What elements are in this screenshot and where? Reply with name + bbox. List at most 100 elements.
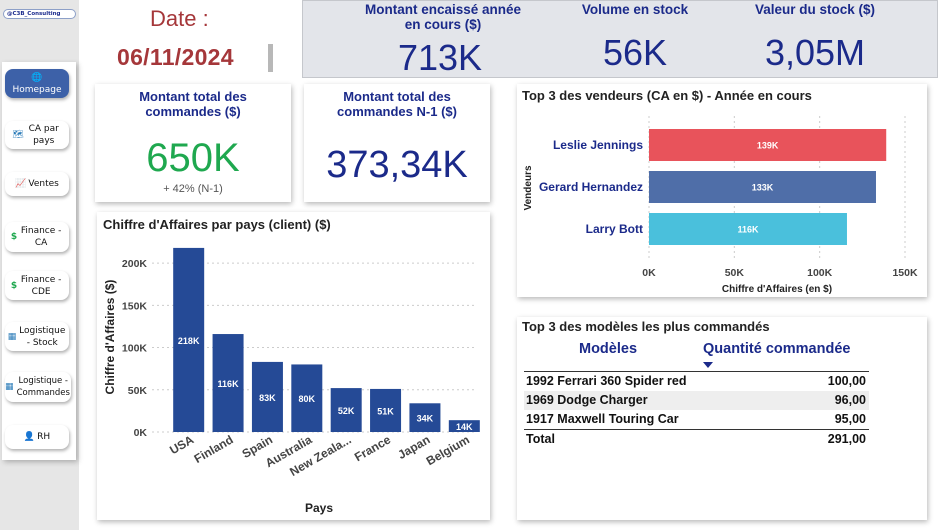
data-label: 80K [299, 394, 316, 404]
x-axis-title: Pays [305, 501, 333, 515]
x-tick-label: 0K [642, 267, 656, 279]
data-label: 116K [737, 225, 759, 235]
y-tick-label: 0K [134, 427, 148, 439]
bar-spain [251, 361, 283, 432]
card-value: 373,34K [326, 144, 468, 186]
data-label: 83K [259, 393, 276, 403]
nav-ca-par-pays-button[interactable]: 🗺 CA par pays [5, 121, 69, 149]
country-bar-chart: 0K50K100K150K200K218KUSA116KFinland83KSp… [103, 247, 480, 515]
data-label: 116K [218, 379, 240, 389]
column-header-modeles[interactable]: Modèles [579, 341, 638, 357]
y-tick-label: Larry Bott [586, 222, 643, 236]
cell-model: 1917 Maxwell Touring Car [526, 412, 679, 426]
card-ca-par-pays: Chiffre d'Affaires par pays (client) ($)… [97, 212, 490, 520]
y-axis-title: Chiffre d'Affaires ($) [103, 280, 117, 395]
card-delta: + 42% (N-1) [163, 183, 223, 195]
bar-belgium [448, 420, 480, 432]
sidebar: @C3B_Consulting 🌐 Homepage 🗺 CA par pays… [0, 0, 79, 530]
table-row[interactable]: 1992 Ferrari 360 Spider red 100,00 [524, 372, 869, 391]
bar-japan [409, 403, 441, 432]
nav-label: Ventes [28, 179, 59, 189]
sort-desc-icon[interactable] [703, 362, 713, 368]
top-kpi-band [302, 0, 938, 78]
cell-quantity: 100,00 [827, 374, 866, 388]
data-label: 52K [338, 406, 355, 416]
nav-label: Homepage [12, 84, 62, 95]
x-tick-label: France [352, 432, 393, 464]
y-tick-label: Gerard Hernandez [539, 180, 643, 194]
chart-up-icon: 📈 [15, 179, 27, 189]
x-axis-title: Chiffre d'Affaires (en $) [722, 284, 832, 295]
kpi-encaisse-value: 713K [397, 37, 483, 78]
nav-logistique-stock-button[interactable]: ▦ Logistique - Stock [5, 322, 69, 351]
nav-logistique-commandes-button[interactable]: ▦ Logistique - Commandes [5, 372, 71, 402]
cell-quantity: 96,00 [834, 393, 866, 407]
column-header-quantite[interactable]: Quantité commandée [703, 341, 851, 357]
data-label: 14K [456, 422, 473, 432]
card-montant-commandes: Montant total des commandes ($) 650K + 4… [95, 84, 291, 202]
table-total-divider [524, 429, 869, 430]
nav-rh-button[interactable]: 👤 RH [5, 425, 69, 449]
table-icon: ▦ [5, 382, 14, 392]
card-title: Montant total des commandes N-1 ($) [337, 89, 457, 119]
y-axis-title: Vendeurs [523, 165, 534, 210]
nav-finance-ca-button[interactable]: $ Finance - CA [5, 222, 69, 252]
bar-australia [291, 364, 323, 432]
table-title: Top 3 des modèles les plus commandés [522, 319, 770, 334]
card-montant-commandes-n1: Montant total des commandes N-1 ($) 373,… [304, 84, 490, 202]
card-top-vendeurs: Top 3 des vendeurs (CA en $) - Année en … [517, 84, 927, 297]
vendor-bar-chart: 0K 50K 100K 150K 139K Leslie Jennings 133K Gera… [523, 116, 918, 295]
data-label: 139K [757, 141, 779, 151]
x-tick-label: 50K [725, 267, 745, 279]
bar-leslie-jennings [649, 129, 887, 161]
bar-gerard-hernandez [649, 171, 876, 203]
nav-label: Finance - CA [20, 226, 62, 248]
cell-model: 1992 Ferrari 360 Spider red [526, 374, 687, 388]
bar-usa [173, 247, 205, 432]
data-label: 218K [178, 336, 200, 346]
y-tick-label: 200K [122, 258, 148, 270]
nav-ventes-button[interactable]: 📈 Ventes [5, 172, 69, 196]
date-divider [268, 44, 273, 72]
kpi-volume-value: 56K [602, 32, 668, 73]
data-label: 51K [377, 406, 394, 416]
table-icon: ▦ [7, 331, 17, 342]
date-value: 06/11/2024 [117, 44, 234, 70]
cell-quantity: 95,00 [834, 412, 866, 426]
bar-new-zeala- [330, 388, 362, 432]
y-tick-label: 100K [122, 343, 148, 355]
bar-france [370, 388, 402, 432]
y-tick-label: 50K [128, 385, 148, 397]
chart-title: Top 3 des vendeurs (CA en $) - Année en … [522, 88, 812, 103]
card-title: Montant total des commandes ($) [139, 89, 247, 119]
table-row[interactable]: 1969 Dodge Charger 96,00 [524, 391, 869, 410]
brand-logo: @C3B_Consulting [3, 9, 76, 19]
data-label: 133K [752, 183, 774, 193]
dollar-icon: $ [10, 232, 18, 242]
nav-label: RH [37, 432, 51, 442]
kpi-stock-title: Valeur du stock ($) [754, 2, 876, 17]
table-header-divider [524, 371, 869, 372]
nav-homepage-button[interactable]: 🌐 Homepage [5, 69, 69, 98]
x-tick-label: 100K [807, 267, 833, 279]
x-tick-label: Belgium [424, 432, 472, 468]
date-label: Date : [150, 6, 209, 31]
kpi-volume-title: Volume en stock [581, 2, 689, 17]
nav-label: Finance - CDE [20, 274, 62, 297]
y-tick-label: 150K [122, 300, 148, 312]
cell-model: 1969 Dodge Charger [526, 393, 648, 407]
globe-icon: 🌐 [31, 72, 43, 83]
nav-label: Logistique - Commandes [16, 376, 70, 398]
nav-finance-cde-button[interactable]: $ Finance - CDE [5, 271, 69, 300]
kpi-encaisse-title: Montant encaissé année en cours ($) [364, 2, 522, 32]
x-tick-label: 150K [892, 267, 918, 279]
map-icon: 🗺 [12, 130, 24, 140]
cell-total-label: Total [526, 432, 555, 446]
table-row[interactable]: 1917 Maxwell Touring Car 95,00 [524, 410, 869, 429]
cell-total-value: 291,00 [827, 432, 866, 446]
table-total-row: Total 291,00 [524, 430, 869, 449]
bar-larry-bott [649, 213, 847, 245]
nav-label: CA par pays [28, 124, 59, 146]
y-tick-label: Leslie Jennings [553, 138, 643, 152]
